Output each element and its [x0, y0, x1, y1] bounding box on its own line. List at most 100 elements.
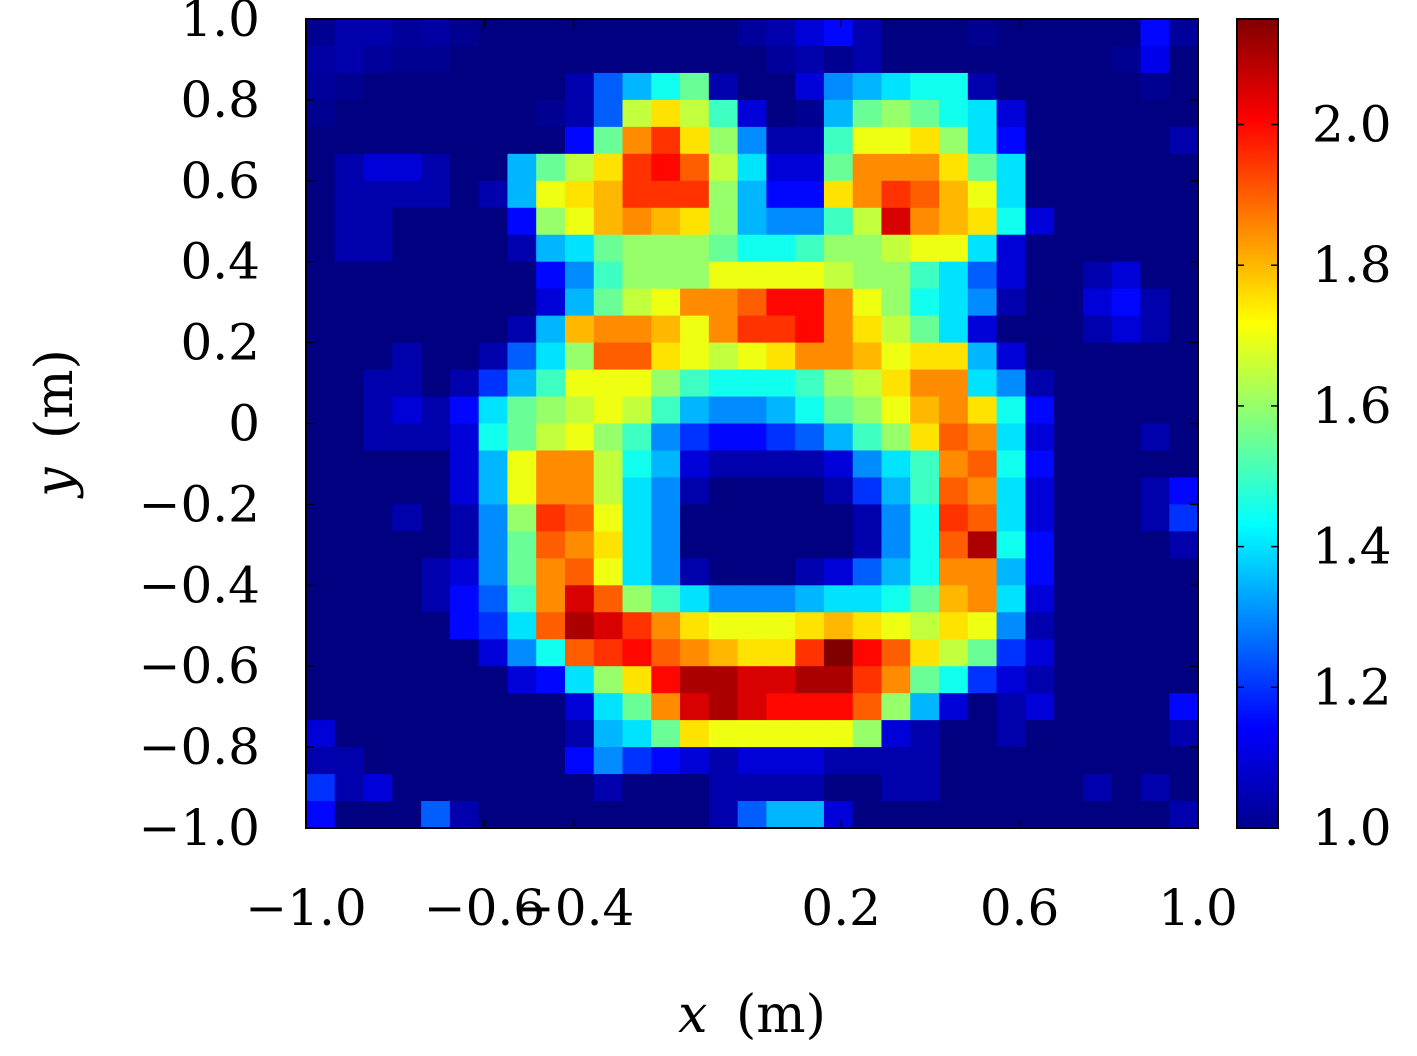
heatmap-cell — [1169, 153, 1199, 182]
heatmap-cell — [766, 315, 796, 344]
heatmap-cell — [651, 450, 681, 479]
heatmap-cell — [1082, 207, 1113, 236]
heatmap-cell — [651, 19, 681, 47]
heatmap-cell — [1169, 477, 1199, 505]
colorbar — [1236, 18, 1279, 829]
heatmap-cell — [967, 585, 998, 613]
heatmap-cell — [910, 126, 940, 155]
heatmap-cell — [622, 261, 652, 290]
heatmap-cell — [1025, 558, 1055, 586]
x-axis-ticks: −1.0 −0.6−0.4 0.2 0.6 1.0 — [245, 19, 1238, 937]
heatmap-cell — [1082, 99, 1113, 128]
heatmap-cell — [737, 585, 767, 613]
heatmap-cell — [708, 153, 739, 182]
heatmap-cell — [910, 450, 940, 479]
heatmap-cell — [766, 19, 796, 47]
heatmap-cell — [996, 423, 1026, 452]
heatmap-cell — [622, 720, 652, 748]
heatmap-cell — [910, 234, 940, 263]
heatmap-cell — [852, 19, 883, 47]
heatmap-cell — [1111, 207, 1142, 236]
heatmap-cell — [795, 747, 825, 775]
heatmap-cell — [939, 288, 969, 317]
heatmap-cell — [852, 504, 883, 532]
heatmap-cell — [1025, 666, 1055, 694]
heatmap-cell — [421, 315, 451, 344]
heatmap-cells — [306, 19, 1199, 829]
heatmap-cell — [1025, 720, 1055, 748]
heatmap-cell — [852, 585, 883, 613]
heatmap-cell — [421, 666, 451, 694]
heatmap-cell — [737, 261, 767, 290]
heatmap-cell — [306, 774, 336, 802]
heatmap-cell — [737, 612, 767, 640]
heatmap-cell — [996, 99, 1026, 128]
heatmap-cell — [967, 639, 998, 667]
heatmap-cell — [680, 531, 710, 559]
heatmap-cell — [737, 99, 767, 128]
heatmap-cell — [996, 666, 1026, 694]
heatmap-cell — [564, 423, 595, 452]
heatmap-cell — [564, 396, 595, 425]
heatmap-cell — [363, 396, 393, 425]
heatmap-cell — [939, 342, 969, 371]
heatmap-cell — [1025, 288, 1055, 317]
heatmap-cell — [1082, 558, 1113, 586]
heatmap-cell — [852, 801, 883, 829]
heatmap-cell — [939, 477, 969, 505]
heatmap-cell — [680, 639, 710, 667]
heatmap-cell — [421, 99, 451, 128]
heatmap-cell — [910, 504, 940, 532]
heatmap-cell — [507, 45, 537, 74]
heatmap-cell — [852, 531, 883, 559]
heatmap-cell — [737, 666, 767, 694]
heatmap-cell — [708, 585, 739, 613]
heatmap-cell — [334, 639, 365, 667]
heatmap-cell — [421, 450, 451, 479]
heatmap-cell — [823, 153, 854, 182]
heatmap-cell — [910, 45, 940, 74]
heatmap-cell — [449, 261, 480, 290]
heatmap-cell — [1025, 19, 1055, 47]
heatmap-cell — [421, 504, 451, 532]
heatmap-cell — [1054, 558, 1084, 586]
heatmap-cell — [536, 369, 566, 398]
heatmap-cell — [766, 477, 796, 505]
heatmap-cell — [449, 504, 480, 532]
heatmap-cell — [593, 153, 624, 182]
heatmap-cell — [910, 747, 940, 775]
heatmap-cell — [564, 504, 595, 532]
heatmap-cell — [852, 342, 883, 371]
heatmap-cell — [334, 45, 365, 74]
heatmap-cell — [1111, 612, 1142, 640]
heatmap-cell — [651, 720, 681, 748]
heatmap-cell — [910, 180, 940, 209]
heatmap-cell — [1054, 126, 1084, 155]
heatmap-cell — [1140, 747, 1170, 775]
heatmap-cell — [881, 126, 911, 155]
heatmap-cell — [708, 369, 739, 398]
heatmap-cell — [306, 747, 336, 775]
heatmap-cell — [363, 801, 393, 829]
heatmap-cell — [478, 315, 509, 344]
heatmap-cell — [1111, 180, 1142, 209]
heatmap-cell — [622, 369, 652, 398]
heatmap-cell — [1082, 693, 1113, 721]
heatmap-cell — [593, 342, 624, 371]
heatmap-cell — [392, 477, 422, 505]
heatmap-cell — [1082, 261, 1113, 290]
heatmap-cell — [1025, 126, 1055, 155]
heatmap-cell — [852, 477, 883, 505]
heatmap-cell — [478, 801, 509, 829]
heatmap-cell — [392, 126, 422, 155]
heatmap-cell — [1082, 72, 1113, 101]
heatmap-cell — [1111, 558, 1142, 586]
heatmap-cell — [996, 396, 1026, 425]
heatmap-cell — [1111, 693, 1142, 721]
heatmap-cell — [536, 504, 566, 532]
heatmap-cell — [680, 153, 710, 182]
heatmap-cell — [507, 504, 537, 532]
heatmap-cell — [306, 558, 336, 586]
heatmap-cell — [536, 585, 566, 613]
